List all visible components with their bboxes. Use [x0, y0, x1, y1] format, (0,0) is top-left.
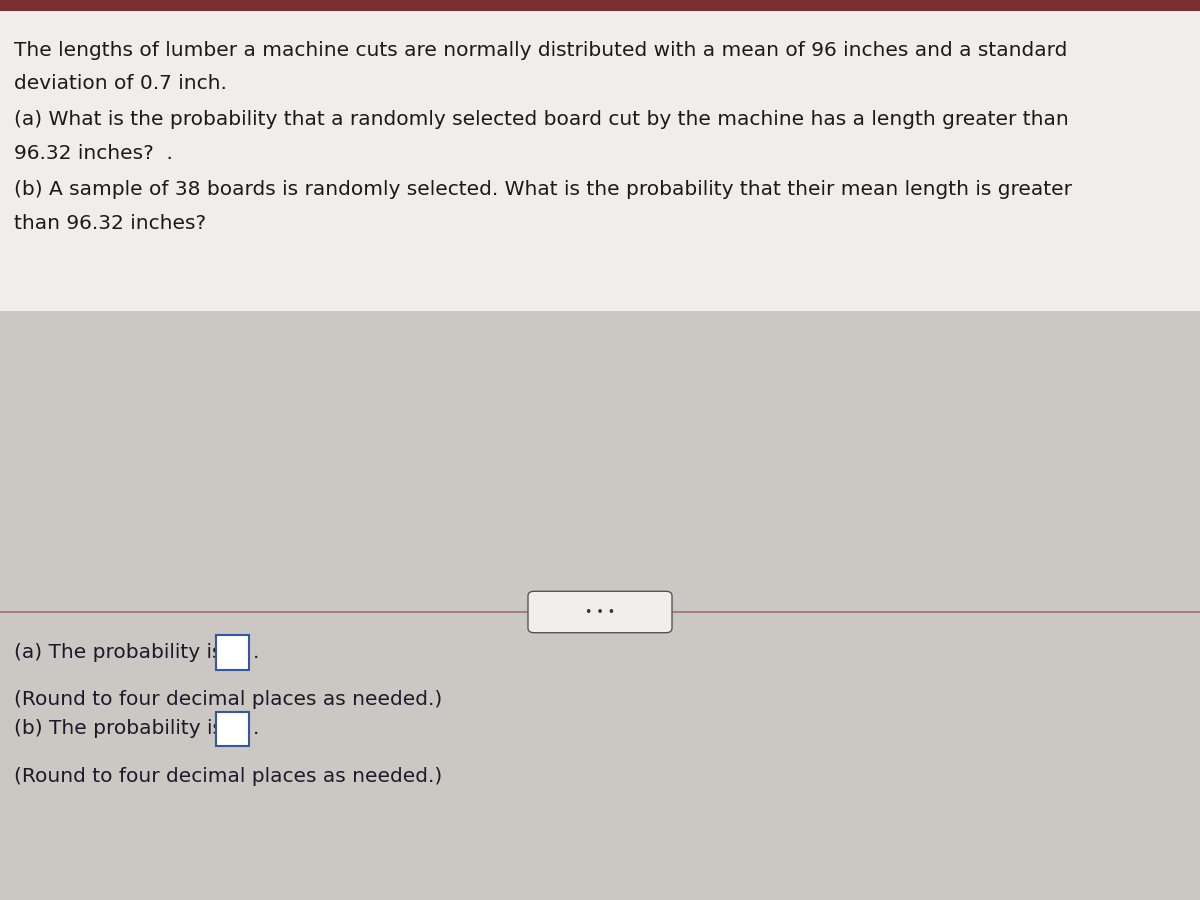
Text: than 96.32 inches?: than 96.32 inches?: [14, 214, 206, 233]
Text: deviation of 0.7 inch.: deviation of 0.7 inch.: [14, 74, 227, 93]
Text: 96.32 inches?  .: 96.32 inches? .: [14, 144, 173, 163]
Bar: [0, 0, 1200, 11]
Text: • • •: • • •: [584, 606, 616, 618]
Text: The lengths of lumber a machine cuts are normally distributed with a mean of 96 : The lengths of lumber a machine cuts are…: [14, 40, 1068, 59]
Text: (b) The probability is: (b) The probability is: [14, 719, 229, 739]
Text: (a) The probability is: (a) The probability is: [14, 643, 229, 662]
Text: (b) A sample of 38 boards is randomly selected. What is the probability that the: (b) A sample of 38 boards is randomly se…: [14, 180, 1073, 199]
FancyBboxPatch shape: [216, 635, 250, 670]
FancyBboxPatch shape: [216, 712, 250, 746]
Text: .: .: [253, 719, 259, 739]
Text: (Round to four decimal places as needed.): (Round to four decimal places as needed.…: [14, 690, 443, 709]
FancyBboxPatch shape: [528, 591, 672, 633]
Text: (Round to four decimal places as needed.): (Round to four decimal places as needed.…: [14, 767, 443, 786]
Bar: [0, 310, 1200, 900]
Text: (a) What is the probability that a randomly selected board cut by the machine ha: (a) What is the probability that a rando…: [14, 110, 1069, 129]
Bar: [0, 11, 1200, 310]
Text: .: .: [253, 643, 259, 662]
